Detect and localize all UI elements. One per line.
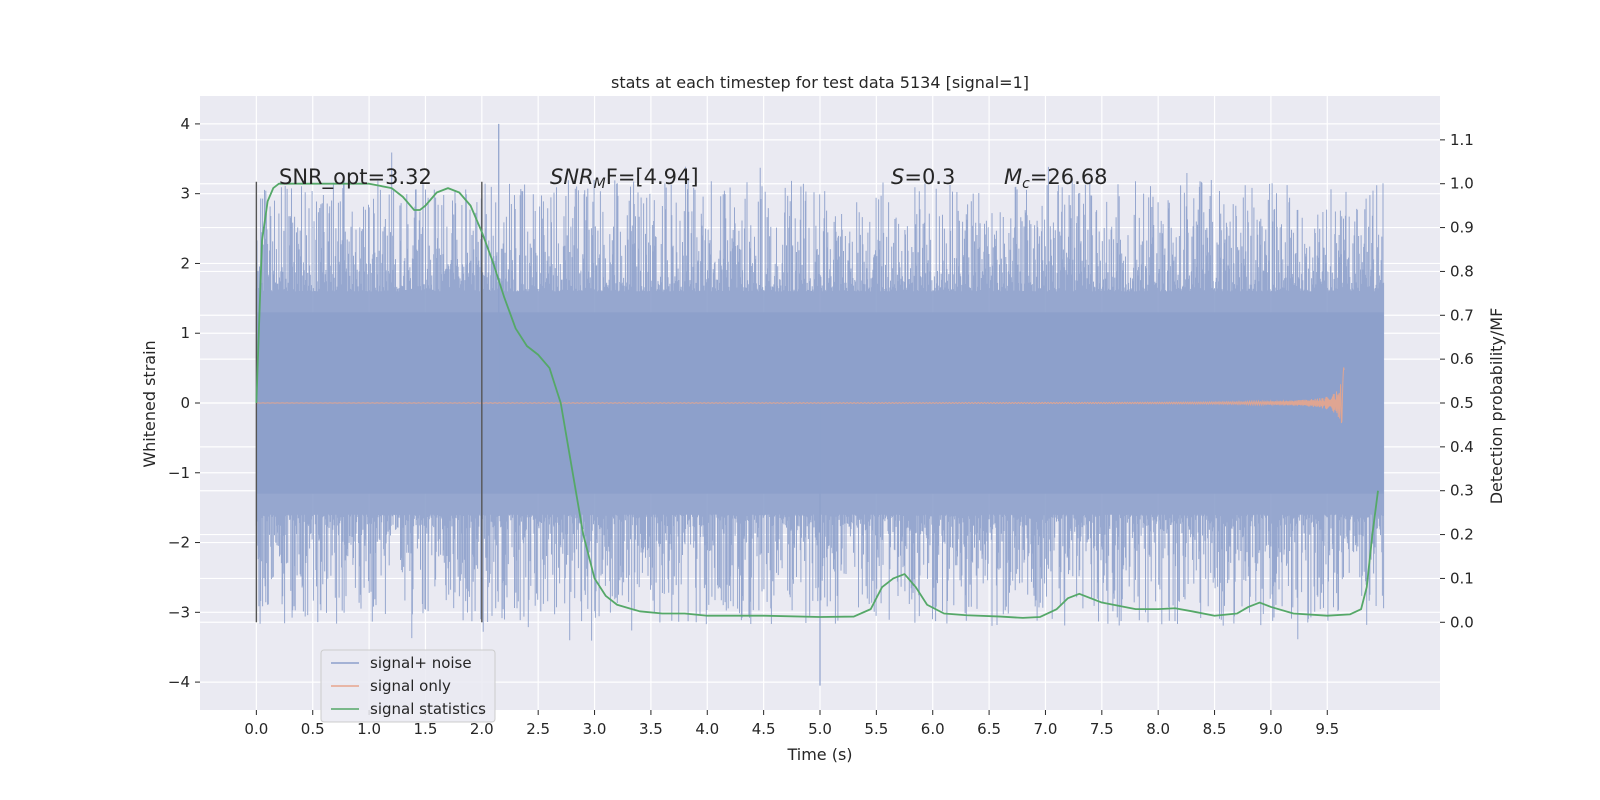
y-right-tick-label: 0.5	[1450, 394, 1474, 412]
x-tick-label: 1.5	[414, 720, 438, 738]
x-tick-label: 8.0	[1146, 720, 1170, 738]
legend-box	[320, 649, 496, 723]
x-tick-label: 1.0	[357, 720, 381, 738]
x-tick-label: 4.5	[752, 720, 776, 738]
y-right-tick-label: 0.8	[1450, 262, 1474, 280]
x-tick-label: 2.5	[526, 720, 550, 738]
legend: signal+ noise signal only signal statist…	[320, 649, 496, 723]
y-tick-label: −3	[168, 603, 190, 621]
y-right-tick-label: 0.6	[1450, 350, 1474, 368]
x-tick-label: 5.5	[864, 720, 888, 738]
y-tick-label: −2	[168, 534, 190, 552]
y-axis-label: Whitened strain	[140, 340, 159, 467]
x-tick-label: 3.0	[583, 720, 607, 738]
x-tick-label: 9.0	[1259, 720, 1283, 738]
annotation-snr-mf-sub: M	[594, 176, 606, 192]
y-right-tick-label: 0.9	[1450, 219, 1474, 237]
series-signal-only	[256, 367, 1345, 424]
x-tick-label: 0.0	[244, 720, 268, 738]
y-right-tick-label: 0.4	[1450, 438, 1474, 456]
y-right-tick-label: 1.1	[1450, 131, 1474, 149]
x-tick-label: 7.5	[1090, 720, 1114, 738]
y-tick-label: −1	[168, 464, 190, 482]
series-signal-statistics	[255, 182, 1379, 619]
legend-label-signal-statistics: signal statistics	[370, 700, 486, 718]
y-tick-label: 1	[180, 324, 190, 342]
y-right-tick-label: 0.0	[1450, 613, 1474, 631]
y-tick-label: 3	[180, 185, 190, 203]
annotation-mc-sub: c	[1022, 176, 1030, 192]
annotation-s: S=0.3	[891, 165, 955, 189]
annotation-snr-mf-rest: F=[4.94]	[606, 165, 699, 189]
annotation-snr-opt: SNR_opt=3.32	[279, 165, 432, 190]
y-right-tick-label: 1.0	[1450, 175, 1474, 193]
x-tick-label: 2.0	[470, 720, 494, 738]
x-tick-label: 0.5	[301, 720, 325, 738]
legend-label-signal-noise: signal+ noise	[370, 654, 472, 672]
y-right-axis-ticks: 1.1 1.0 0.9 0.8 0.7 0.6 0.5 0.4 0.3 0.2 0.1 0.0	[1440, 131, 1474, 631]
x-tick-label: 7.0	[1034, 720, 1058, 738]
x-tick-label: 4.0	[695, 720, 719, 738]
y-right-tick-label: 0.1	[1450, 569, 1474, 587]
x-axis-ticks: 0.0 0.5 1.0 1.5 2.0 2.5 3.0 3.5 4.0 4.5 5.0 5.5 6.0 6…	[244, 710, 1339, 738]
x-tick-label: 5.0	[808, 720, 832, 738]
x-tick-label: 6.5	[977, 720, 1001, 738]
annotation-snr-mf: SNRMF=[4.94]	[550, 165, 699, 192]
y-tick-label: 4	[180, 115, 190, 133]
y-axis-ticks: 4 3 2 1 0 −1 −2 −3 −4	[168, 115, 200, 691]
annotation-mc-rest: =26.68	[1030, 165, 1108, 189]
y-right-tick-label: 0.2	[1450, 526, 1474, 544]
y-right-tick-label: 0.3	[1450, 482, 1474, 500]
annotation-s-rest: =0.3	[904, 165, 955, 189]
annotation-mc: Mc=26.68	[1004, 165, 1108, 192]
y-tick-label: 0	[180, 394, 190, 412]
annotation-snr-mf-main: SNR	[550, 165, 594, 189]
y-right-tick-label: 0.7	[1450, 306, 1474, 324]
x-tick-label: 3.5	[639, 720, 663, 738]
x-axis-label: Time (s)	[786, 745, 852, 764]
annotation-s-main: S	[891, 165, 904, 189]
x-tick-label: 6.0	[921, 720, 945, 738]
chart-title: stats at each timestep for test data 513…	[611, 73, 1029, 92]
y-right-axis-label: Detection probability/MF	[1487, 308, 1506, 505]
legend-label-signal-only: signal only	[370, 677, 451, 695]
y-tick-label: 2	[180, 254, 190, 272]
x-tick-label: 9.5	[1315, 720, 1339, 738]
annotation-mc-main: M	[1004, 165, 1022, 189]
signal-chirp-trace	[256, 367, 1345, 424]
statistics-line	[255, 182, 1379, 619]
y-tick-label: −4	[168, 673, 190, 691]
x-tick-label: 8.5	[1203, 720, 1227, 738]
